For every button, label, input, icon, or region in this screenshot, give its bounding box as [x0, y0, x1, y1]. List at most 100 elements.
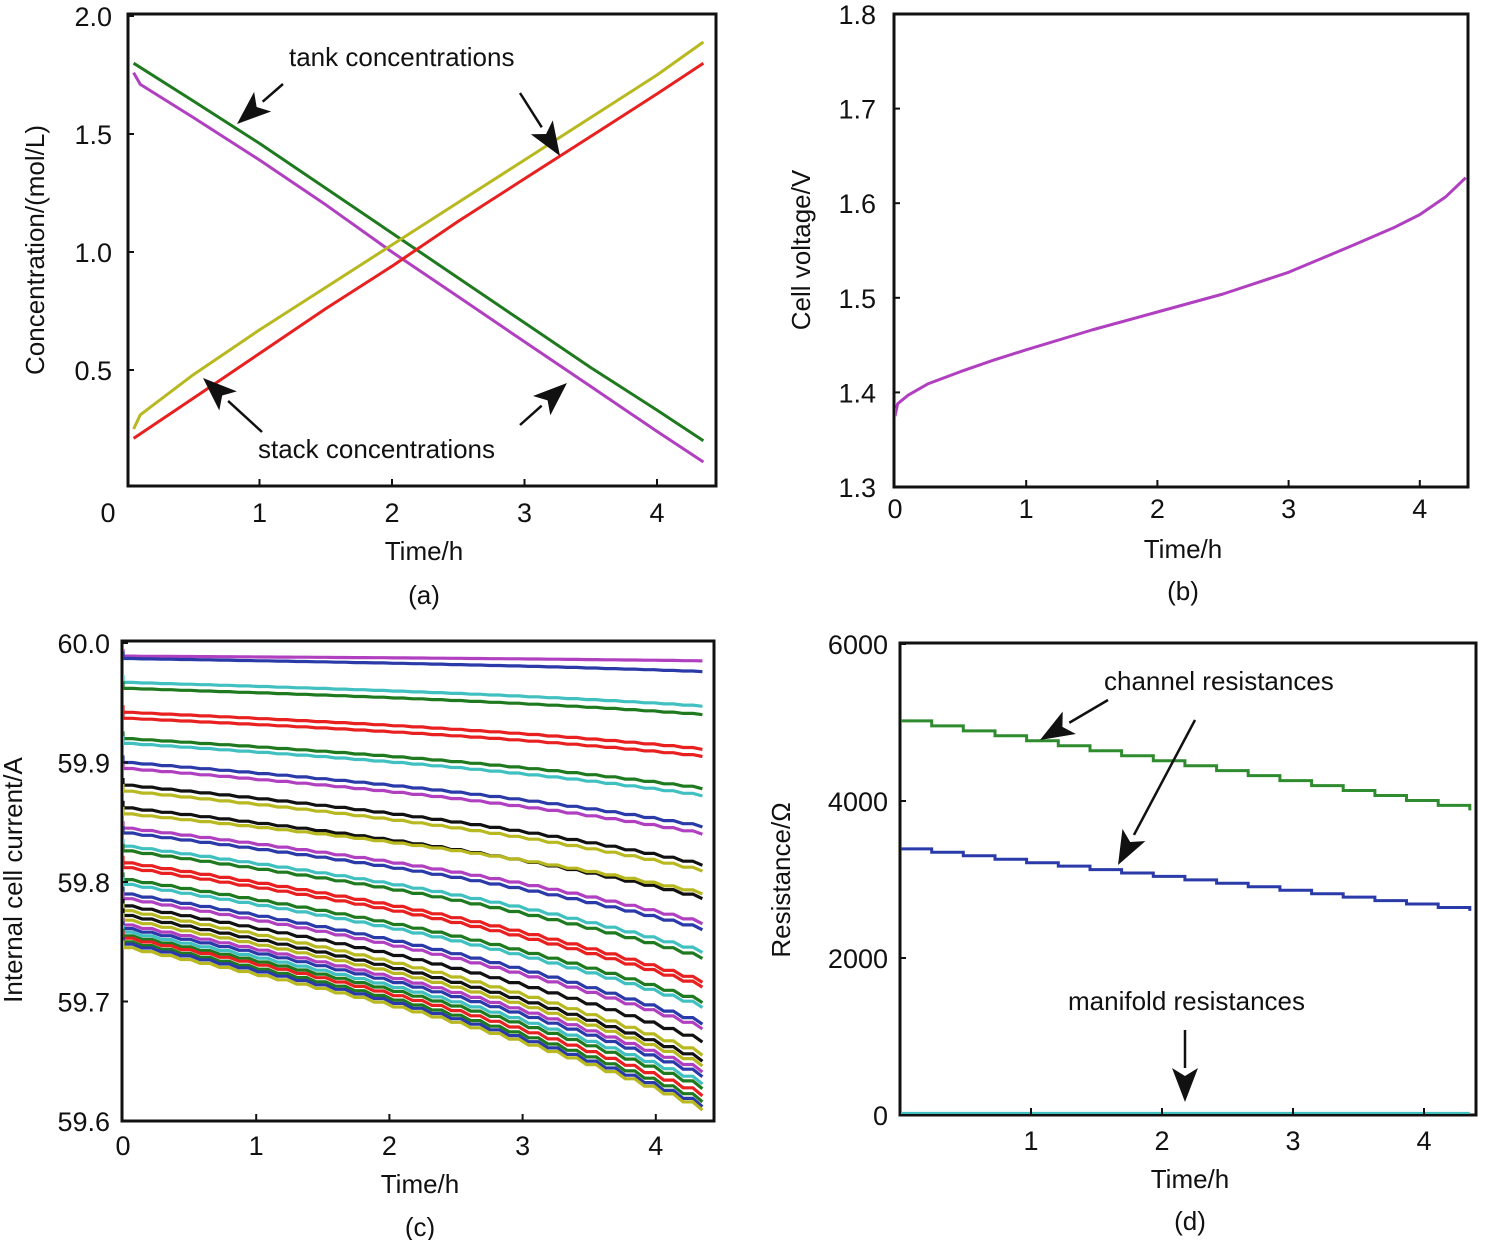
y-tick-label: 1.6	[838, 189, 876, 219]
x-tick-label: 3	[515, 1131, 530, 1161]
x-axis-title: Time/h	[385, 536, 464, 566]
series-line	[123, 761, 703, 836]
channel-arrow-lower-head	[1118, 828, 1146, 865]
y-tick-label: 1.4	[838, 378, 876, 408]
series-line	[123, 711, 703, 759]
x-tick-label: 2	[384, 498, 399, 528]
y-axis-title: Internal cell current/A	[0, 757, 28, 1003]
series-line	[895, 176, 1467, 417]
x-tick-label: 1	[1023, 1126, 1038, 1156]
x-tick-label: 4	[1412, 494, 1427, 524]
x-axis-title: Time/h	[1151, 1164, 1230, 1194]
series-line	[123, 921, 704, 1079]
x-tick-label: 0	[115, 1131, 130, 1161]
series-line	[123, 925, 704, 1086]
channel-arrow-upper-head	[1040, 711, 1076, 740]
x-tick-label: 3	[517, 498, 532, 528]
tank-arrow-left-shaft	[261, 83, 284, 103]
y-axis-title: Cell voltage/V	[786, 169, 816, 330]
series-line	[123, 675, 703, 708]
x-tick-label: 4	[649, 498, 664, 528]
channel-arrow-lower-shaft	[1132, 719, 1197, 836]
series-line	[123, 784, 704, 873]
series-line	[123, 821, 704, 926]
manifold-arrow-head	[1172, 1068, 1198, 1102]
series-line	[123, 755, 703, 829]
series-line	[123, 731, 703, 791]
x-tick-label: 4	[1416, 1126, 1431, 1156]
annotations: tank concentrations stack concentrations c…	[203, 42, 1334, 1102]
series-line	[123, 800, 704, 901]
y-tick-label: 60.0	[57, 629, 110, 659]
series-line	[123, 681, 703, 717]
x-axis-title: Time/h	[381, 1169, 460, 1199]
series-line	[123, 908, 704, 1063]
y-tick-label: 0.5	[74, 356, 112, 386]
y-tick-label: 1.7	[838, 95, 876, 125]
x-tick-label: 1	[249, 1131, 264, 1161]
stack-arrow-left-shaft	[227, 400, 263, 433]
plot-frame-b	[892, 12, 1470, 489]
y-tick-label: 1.8	[838, 0, 876, 30]
tank-arrow-right-shaft	[518, 92, 543, 128]
y-tick-label: 2000	[828, 944, 888, 974]
series-line	[123, 860, 704, 989]
y-tick-label: 1.5	[74, 120, 112, 150]
stack-arrow-right-shaft	[519, 404, 543, 426]
panel-caption: (b)	[1167, 576, 1199, 606]
series-line	[123, 903, 704, 1057]
y-tick-label: 6000	[828, 630, 888, 660]
x-axis-title: Time/h	[1144, 534, 1223, 564]
annotation-stack-concentrations: stack concentrations	[258, 434, 495, 464]
y-tick-label: 1.0	[74, 238, 112, 268]
stack-arrow-right-head	[532, 383, 567, 416]
y-tick-label: 59.9	[57, 749, 110, 779]
series-line	[123, 825, 704, 932]
panel-b: 0 1 2 3 4 1.3 1.4 1.5 1.6 1.7 1.8 Time/h Cell voltag…	[786, 0, 1470, 606]
panel-caption: (c)	[405, 1212, 435, 1240]
series-line	[123, 930, 704, 1098]
y-tick-label: 59.7	[57, 988, 110, 1018]
plot-frame-d	[898, 641, 1478, 1117]
stack-arrow-left-head	[203, 378, 237, 411]
data-area-c	[123, 648, 704, 1112]
y-tick-label: 4000	[828, 787, 888, 817]
channel-arrow-upper-shaft	[1068, 698, 1109, 724]
series-line	[123, 705, 703, 751]
panel-caption: (a)	[408, 580, 440, 610]
panel-caption: (d)	[1174, 1206, 1206, 1236]
y-tick-label: 1.3	[838, 473, 876, 503]
series-line	[123, 928, 704, 1090]
data-area-a	[132, 40, 705, 464]
data-area-d	[901, 719, 1472, 1114]
x-tick-label: 0	[100, 498, 115, 528]
x-tick-label: 2	[382, 1131, 397, 1161]
series-line	[123, 778, 704, 867]
series-line	[123, 934, 704, 1104]
panel-d: 1 2 3 4 0 2000 4000 6000 Time/h Resistance/Ω (d)	[766, 630, 1478, 1236]
panel-c: 0 1 2 3 4 59.6 59.7 59.8 59.9 60.0 Time/h Internal …	[0, 629, 716, 1240]
y-tick-label: 0	[873, 1101, 888, 1131]
panel-a: 0 1 2 3 4 0.5 1.0 1.5 2.0 Time/h Concentration/(mo…	[20, 2, 718, 610]
plot-frame-a	[126, 12, 718, 488]
series-line	[132, 61, 705, 440]
series-line	[132, 71, 705, 464]
series-line	[123, 648, 703, 663]
x-tick-label: 0	[887, 494, 902, 524]
series-line	[123, 838, 704, 954]
y-axis-title: Resistance/Ω	[766, 802, 796, 957]
series-line	[123, 913, 704, 1068]
x-tick-label: 3	[1285, 1126, 1300, 1156]
series-line	[132, 40, 705, 430]
y-tick-label: 59.6	[57, 1107, 110, 1137]
x-tick-label: 3	[1281, 494, 1296, 524]
series-line	[123, 877, 704, 1009]
series-line	[123, 651, 703, 674]
x-tick-label: 2	[1150, 494, 1165, 524]
annotation-tank-concentrations: tank concentrations	[289, 42, 514, 72]
series-line	[123, 936, 704, 1108]
series-line	[123, 898, 704, 1044]
series-line	[123, 940, 704, 1112]
y-tick-label: 2.0	[74, 2, 112, 32]
